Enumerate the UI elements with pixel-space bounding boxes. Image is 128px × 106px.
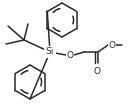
Text: O: O: [93, 67, 100, 76]
Text: O: O: [67, 50, 73, 59]
Text: Si: Si: [46, 47, 54, 56]
Text: O: O: [109, 40, 115, 50]
